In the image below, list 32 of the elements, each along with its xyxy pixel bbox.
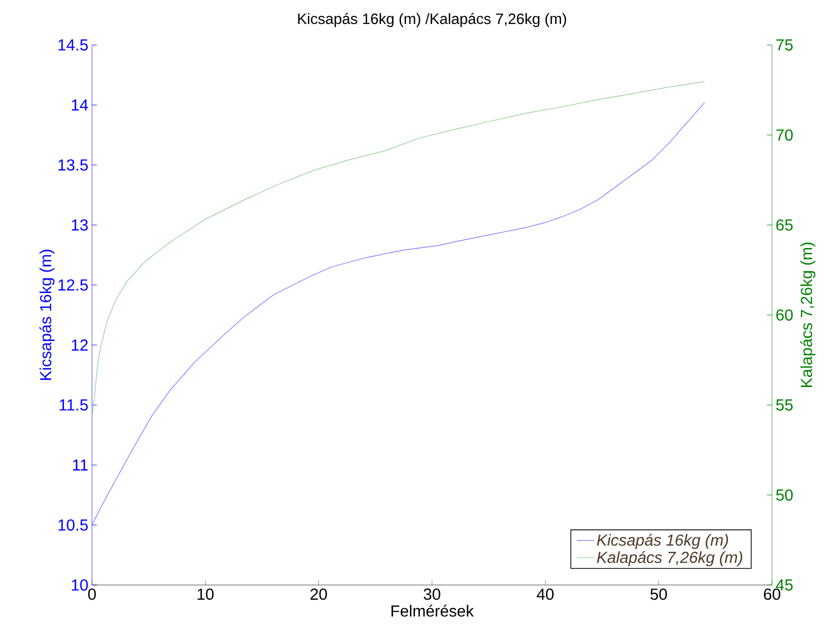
y2-tick-label: 75 (776, 39, 793, 51)
y2-axis-title: Kalapács 7,26kg (m) (800, 242, 816, 388)
x-tick-label: 60 (764, 588, 780, 600)
y2-tick-label: 50 (776, 489, 793, 501)
x-tick-label: 20 (310, 588, 327, 600)
line-series (92, 102, 705, 526)
x-tick-label: 10 (198, 588, 214, 600)
chart-title: Kicsapás 16kg (m) /Kalapács 7,26kg (m) (298, 12, 566, 28)
x-tick-label: 0 (88, 588, 96, 600)
y2-tick-label: 55 (776, 399, 793, 411)
y-tick-label: 14 (72, 99, 88, 110)
y-tick-label: 13.5 (58, 159, 88, 171)
y-tick-label: 12 (72, 339, 88, 351)
y-tick-label: 12.5 (58, 279, 88, 291)
y2-tick-label: 65 (776, 219, 793, 231)
y-tick-label: 10.5 (58, 519, 88, 531)
x-tick-label: 30 (424, 588, 440, 600)
y-tick-label: 11.5 (60, 399, 88, 411)
y-tick-label: 11 (73, 459, 88, 470)
x-tick-label: 40 (536, 588, 554, 600)
y-axis-title: Kicsapás 16kg (m) (39, 250, 54, 380)
y-tick-label: 13 (72, 219, 88, 231)
y2-tick-label: 60 (776, 309, 793, 321)
y-tick-label: 14.5 (58, 39, 88, 51)
y-tick-label: 10 (72, 579, 88, 591)
y2-tick-label: 45 (776, 579, 793, 591)
legend-label: Kalapács 7,26kg (m) (596, 551, 742, 566)
y2-tick-label: 70 (776, 129, 793, 141)
x-tick-label: 50 (650, 588, 667, 600)
x-axis-title: Felmérések (392, 604, 474, 617)
line-series (92, 81, 705, 418)
legend-label: Kicsapás 16kg (m) (596, 534, 728, 549)
